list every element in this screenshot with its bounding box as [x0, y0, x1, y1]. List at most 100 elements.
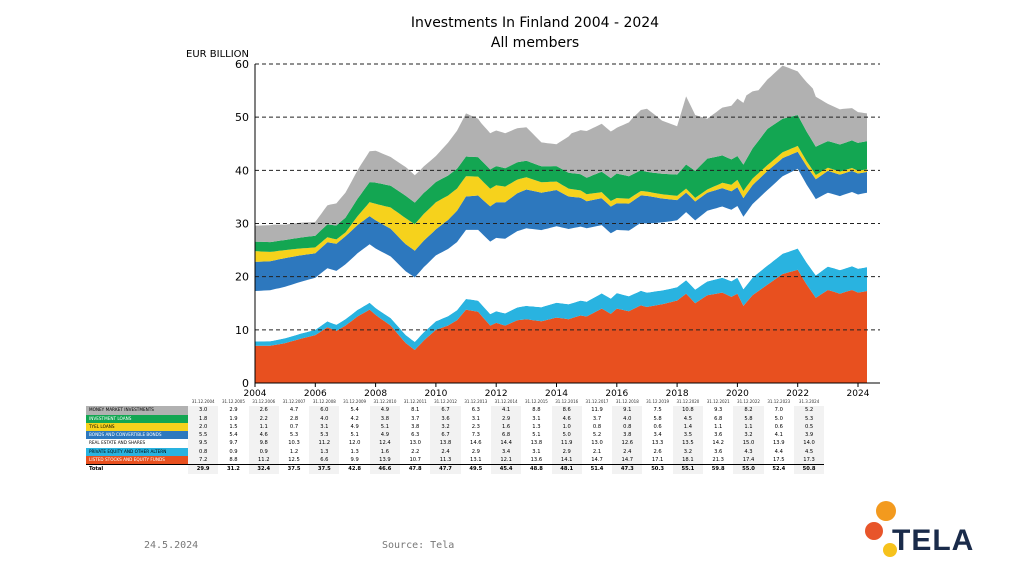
table-cell: 3.2	[733, 431, 764, 440]
table-cell: 2.9	[229, 407, 238, 414]
area-series-3	[255, 151, 867, 291]
table-cell: 7.5	[653, 407, 662, 414]
table-cell: 1.1	[248, 422, 279, 432]
table-column-header: 31.12.2011	[403, 399, 427, 404]
table-cell: 6.0	[309, 406, 340, 415]
table-cell: 4.6	[248, 431, 279, 440]
table-row: LISTED STOCKS AND EQUITY FUNDS 7.2 8.8 11.2…	[86, 456, 825, 465]
table-row: BONDS AND CONVERTIBLE BONDS 5.5 5.4 4.6 5.3 5…	[86, 431, 825, 440]
table-cell: 11.2	[309, 439, 340, 448]
table-cell: 12.0	[348, 440, 361, 447]
table-cell: 4.1	[490, 406, 522, 415]
table-cell: 0.7	[289, 423, 299, 430]
table-cell: 2.8	[289, 415, 299, 422]
x-tick-label: 2008	[364, 389, 387, 399]
table-total-cell: 46.6	[369, 464, 401, 474]
table-cell: 5.2	[793, 406, 825, 415]
table-cell: 14.1	[551, 456, 582, 465]
table-cell: 3.8	[369, 414, 401, 423]
table-cell: 1.4	[672, 422, 704, 432]
table-cell: 5.0	[774, 415, 783, 422]
table-total-cell: 29.9	[188, 464, 219, 474]
table-cell: 7.0	[774, 407, 783, 414]
table-cell: 5.1	[369, 422, 401, 432]
table-cell: 2.1	[592, 448, 602, 455]
table-cell: 8.1	[411, 407, 420, 414]
logo-text: TELA	[892, 524, 975, 557]
table-cell: 11.9	[551, 439, 582, 448]
table-total-cell: 47.3	[612, 464, 643, 474]
table-cell: 5.8	[653, 415, 662, 422]
table-cell: 9.9	[350, 457, 359, 464]
x-tick-label: 2024	[847, 389, 870, 399]
footer-source: Source: Tela	[382, 540, 455, 551]
table-cell: 10.8	[672, 406, 704, 415]
table-cell: 3.7	[411, 415, 420, 422]
table-cell: 4.9	[350, 423, 359, 430]
x-tick-label: 2012	[485, 389, 508, 399]
table-cell: 1.6	[490, 422, 522, 432]
table-cell: 2.3	[471, 423, 480, 430]
table-cell: 14.2	[712, 440, 724, 447]
table-cell: 6.7	[430, 431, 461, 440]
table-cell: 2.4	[430, 447, 461, 457]
table-column-header: 31.12.2021	[706, 399, 730, 404]
table-column-header: 31.12.2023	[767, 399, 791, 404]
table-cell: 21.3	[712, 457, 724, 464]
y-tick-label: 60	[235, 58, 249, 71]
table-cell: 5.1	[350, 432, 359, 439]
table-cell: 4.5	[672, 414, 704, 423]
table-cell: 5.3	[793, 414, 825, 423]
table-total-cell: 45.4	[490, 464, 522, 474]
table-cell: 3.6	[714, 432, 723, 439]
table-cell: 2.6	[248, 406, 279, 415]
table-cell: 13.6	[530, 457, 543, 464]
table-cell: 2.2	[248, 414, 279, 423]
table-cell: 6.3	[411, 432, 420, 439]
table-cell: 2.4	[612, 447, 643, 457]
table-total-cell: 55.0	[733, 464, 764, 474]
table-column-header: 31.12.2004	[191, 399, 215, 404]
x-tick-label: 2016	[605, 389, 628, 399]
table-cell: 0.9	[248, 447, 279, 457]
table-cell: 1.1	[733, 422, 764, 432]
area-series-5	[255, 115, 867, 252]
table-cell: 1.5	[229, 423, 238, 430]
table-cell: 9.8	[248, 439, 279, 448]
table-cell: 3.0	[188, 406, 219, 415]
table-cell: 4.9	[369, 406, 401, 415]
table-cell: 14.0	[793, 439, 825, 448]
table-cell: 5.5	[188, 431, 219, 440]
table-cell: 12.5	[288, 457, 300, 464]
table-cell: 5.0	[551, 431, 582, 440]
table-total-cell: 49.5	[460, 464, 491, 474]
table-cell: 6.8	[714, 415, 723, 422]
table-cell: 4.3	[733, 447, 764, 457]
table-cell: 17.5	[773, 457, 785, 464]
table-cell: 17.4	[733, 456, 764, 465]
table-cell: 5.8	[733, 414, 764, 423]
table-cell: 13.8	[530, 440, 543, 447]
table-cell: 6.8	[490, 431, 522, 440]
table-column-header: 31.12.2022	[737, 399, 760, 404]
table-cell: 8.8	[532, 407, 541, 414]
table-cell: 4.0	[309, 414, 340, 423]
table-cell: 3.6	[430, 414, 461, 423]
table-cell: 14.7	[591, 457, 603, 464]
table-column-header: 31.12.2010	[373, 399, 397, 404]
table-total-cell: 37.5	[278, 464, 310, 474]
table-cell: 1.8	[188, 414, 219, 423]
table-cell: 3.4	[490, 447, 522, 457]
table-cell: 0.8	[592, 423, 602, 430]
table-cell: 9.1	[612, 406, 643, 415]
chart-title: Investments In Finland 2004 - 2024	[410, 15, 660, 31]
table-total-cell: 42.8	[339, 464, 370, 474]
table-cell: 1.0	[551, 422, 582, 432]
table-cell: 17.1	[651, 457, 664, 464]
table-column-header: 31.12.2013	[464, 399, 488, 404]
table-cell: 1.6	[369, 447, 401, 457]
table-corner	[86, 398, 188, 406]
x-tick-label: 2014	[545, 389, 568, 399]
table-cell: 4.9	[369, 431, 401, 440]
chart-subtitle: All members	[490, 35, 580, 51]
